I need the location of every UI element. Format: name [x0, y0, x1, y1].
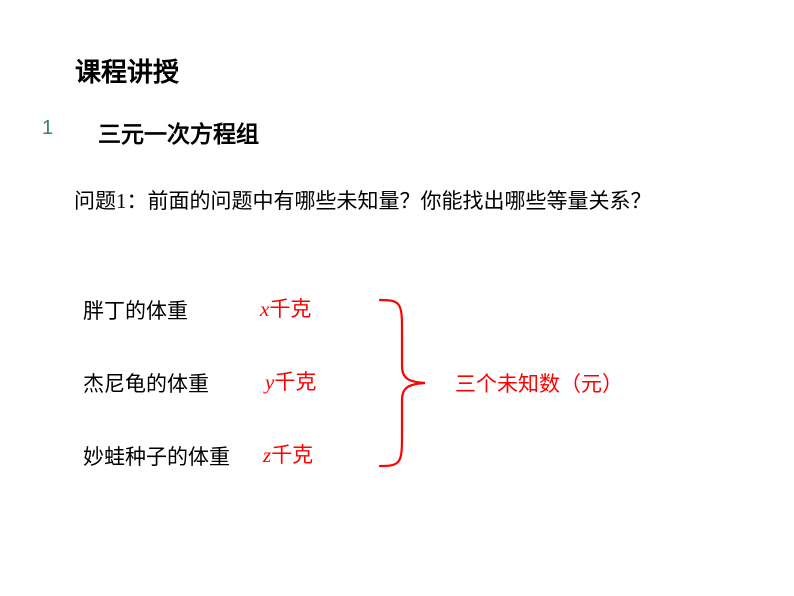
brace-icon	[370, 288, 450, 478]
item-value-3: z千克	[263, 439, 313, 469]
unit-3: 千克	[271, 443, 313, 467]
item-label-1: 胖丁的体重	[83, 295, 188, 325]
variable-x: x	[260, 297, 269, 321]
unit-1: 千克	[269, 297, 311, 321]
section-title: 三元一次方程组	[98, 115, 259, 149]
summary-text: 三个未知数（元）	[455, 368, 623, 398]
item-label-2: 杰尼龟的体重	[83, 368, 209, 398]
item-value-1: x千克	[260, 293, 311, 323]
section-number: 1	[42, 117, 53, 140]
page-title: 课程讲授	[75, 52, 179, 89]
item-value-2: y千克	[265, 366, 316, 396]
unit-2: 千克	[274, 370, 316, 394]
item-label-3: 妙蛙种子的体重	[83, 441, 230, 471]
variable-y: y	[265, 370, 274, 394]
variable-z: z	[263, 443, 271, 467]
question-text: 问题1：前面的问题中有哪些未知量？你能找出哪些等量关系？	[74, 178, 694, 224]
